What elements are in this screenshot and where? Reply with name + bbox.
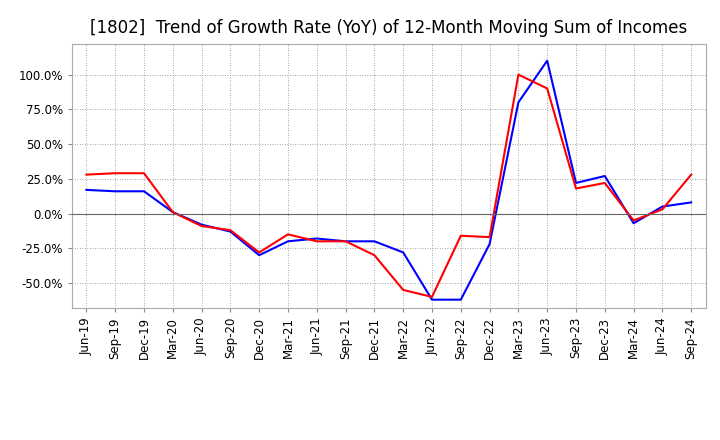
Ordinary Income Growth Rate	[600, 173, 609, 179]
Ordinary Income Growth Rate	[658, 204, 667, 209]
Net Income Growth Rate	[111, 171, 120, 176]
Ordinary Income Growth Rate	[341, 238, 350, 244]
Net Income Growth Rate	[82, 172, 91, 177]
Ordinary Income Growth Rate	[514, 100, 523, 105]
Ordinary Income Growth Rate	[197, 222, 206, 227]
Ordinary Income Growth Rate	[168, 209, 177, 215]
Ordinary Income Growth Rate	[456, 297, 465, 302]
Net Income Growth Rate	[284, 232, 292, 237]
Ordinary Income Growth Rate	[629, 220, 638, 226]
Net Income Growth Rate	[485, 235, 494, 240]
Ordinary Income Growth Rate	[399, 250, 408, 255]
Net Income Growth Rate	[514, 72, 523, 77]
Ordinary Income Growth Rate	[572, 180, 580, 186]
Ordinary Income Growth Rate	[226, 229, 235, 234]
Net Income Growth Rate	[197, 224, 206, 229]
Ordinary Income Growth Rate	[485, 242, 494, 247]
Net Income Growth Rate	[456, 233, 465, 238]
Ordinary Income Growth Rate	[543, 58, 552, 63]
Net Income Growth Rate	[629, 218, 638, 223]
Net Income Growth Rate	[312, 238, 321, 244]
Net Income Growth Rate	[428, 294, 436, 300]
Net Income Growth Rate	[168, 209, 177, 215]
Ordinary Income Growth Rate	[687, 200, 696, 205]
Title: [1802]  Trend of Growth Rate (YoY) of 12-Month Moving Sum of Incomes: [1802] Trend of Growth Rate (YoY) of 12-…	[90, 19, 688, 37]
Line: Ordinary Income Growth Rate: Ordinary Income Growth Rate	[86, 61, 691, 300]
Net Income Growth Rate	[370, 253, 379, 258]
Ordinary Income Growth Rate	[370, 238, 379, 244]
Ordinary Income Growth Rate	[284, 238, 292, 244]
Net Income Growth Rate	[572, 186, 580, 191]
Net Income Growth Rate	[341, 238, 350, 244]
Ordinary Income Growth Rate	[428, 297, 436, 302]
Net Income Growth Rate	[140, 171, 148, 176]
Ordinary Income Growth Rate	[82, 187, 91, 193]
Net Income Growth Rate	[687, 172, 696, 177]
Ordinary Income Growth Rate	[111, 189, 120, 194]
Net Income Growth Rate	[255, 250, 264, 255]
Net Income Growth Rate	[600, 180, 609, 186]
Ordinary Income Growth Rate	[140, 189, 148, 194]
Ordinary Income Growth Rate	[312, 236, 321, 241]
Net Income Growth Rate	[543, 86, 552, 91]
Ordinary Income Growth Rate	[255, 253, 264, 258]
Line: Net Income Growth Rate: Net Income Growth Rate	[86, 74, 691, 297]
Net Income Growth Rate	[658, 207, 667, 212]
Net Income Growth Rate	[226, 227, 235, 233]
Net Income Growth Rate	[399, 287, 408, 293]
